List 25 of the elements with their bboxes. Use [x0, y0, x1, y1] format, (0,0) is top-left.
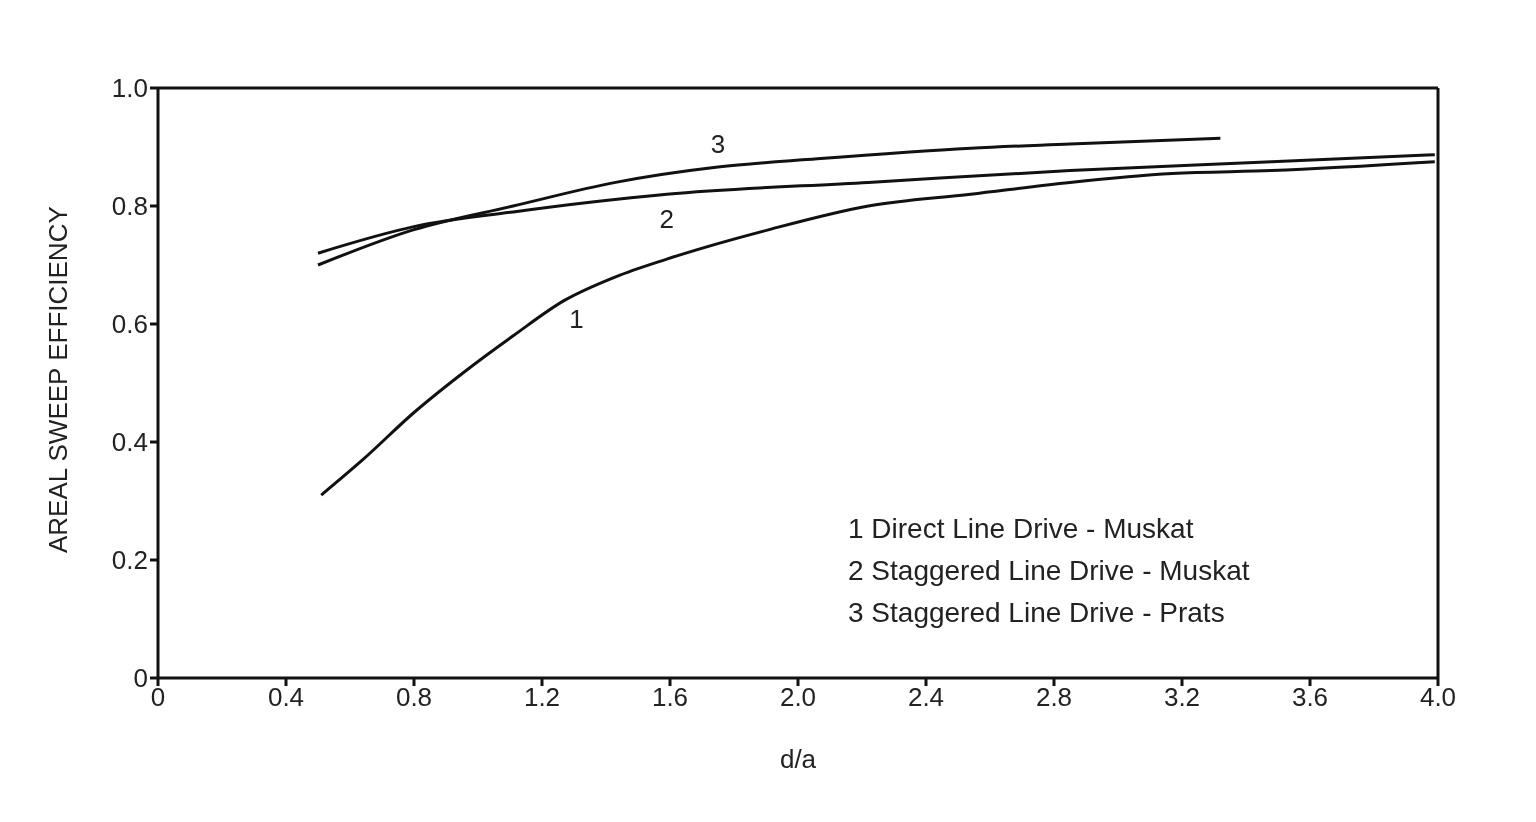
y-tick-label: 0.6	[111, 309, 148, 340]
x-tick-label: 2.4	[907, 682, 945, 713]
y-axis-title: AREAL SWEEP EFFICIENCY	[43, 206, 74, 553]
y-tick-label: 1.0	[111, 73, 148, 104]
x-tick-label: 3.2	[1163, 682, 1201, 713]
x-tick-label: 2.8	[1035, 682, 1073, 713]
x-axis-title: d/a	[779, 744, 817, 774]
series-label: 3	[710, 129, 726, 160]
annotation: 1 Direct Line Drive - Muskat	[848, 512, 1195, 546]
annotation: 3 Staggered Line Drive - Prats	[848, 596, 1226, 630]
annotation: 2 Staggered Line Drive - Muskat	[848, 554, 1250, 588]
x-tick-label: 1.6	[651, 682, 689, 713]
x-tick-label: 4.0	[1419, 682, 1457, 713]
x-tick-label: 0.4	[267, 682, 305, 713]
series-label: 2	[659, 204, 675, 235]
series-label: 1	[569, 304, 584, 335]
y-tick-label: 0.4	[111, 427, 148, 458]
y-tick-label: 0	[133, 663, 148, 694]
y-tick-label: 0.8	[111, 191, 148, 222]
x-tick-label: 2.0	[779, 682, 817, 713]
x-tick-label: 1.2	[523, 682, 561, 713]
x-tick-label: 0.8	[395, 682, 433, 713]
line-series	[319, 160, 1437, 497]
x-tick-label: 3.6	[1291, 682, 1329, 713]
y-tick-label: 0.2	[111, 545, 148, 576]
